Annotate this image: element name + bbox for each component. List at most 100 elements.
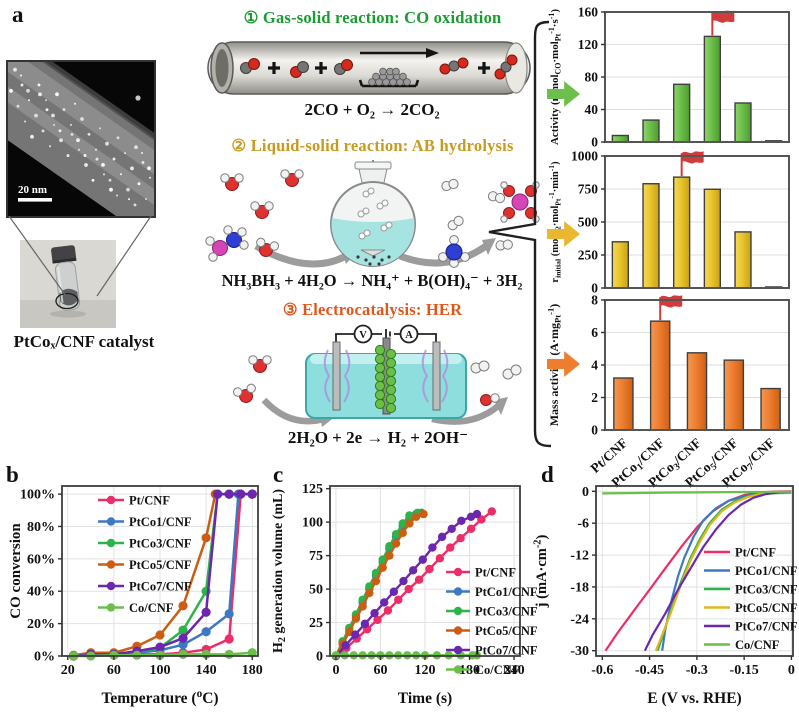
y-tick-label: 40 bbox=[585, 102, 599, 117]
data-point bbox=[201, 533, 211, 543]
x-axis-title: Time (s) bbox=[398, 690, 452, 707]
legend-item-PtCo5/CNF: PtCo5/CNF bbox=[704, 601, 798, 615]
legend-label: PtCo7/CNF bbox=[129, 580, 192, 594]
x-tick-label: -0.6 bbox=[591, 663, 613, 678]
legend-label: PtCo7/CNF bbox=[735, 620, 798, 634]
series-line-Pt/CNF bbox=[335, 510, 493, 657]
y-tick-label: 0% bbox=[34, 650, 55, 665]
x-tick-label: 140 bbox=[196, 663, 217, 678]
co-molecule bbox=[290, 61, 309, 78]
data-point bbox=[425, 564, 434, 574]
y-axis-title: j (mA·cm-2) bbox=[532, 535, 550, 609]
water-molecule bbox=[250, 201, 274, 219]
y-tick-label: 0 bbox=[591, 281, 598, 296]
co-conversion-line-chart: 20 60 100 140 180 0% 20% 40% 60% 80% 100% Temperatu… bbox=[6, 460, 264, 712]
y-tick-label: 25 bbox=[309, 616, 323, 631]
data-point bbox=[408, 566, 418, 575]
series-line-PtCo7/CNF bbox=[335, 513, 478, 657]
y-tick-label: 750 bbox=[578, 182, 599, 197]
data-point bbox=[446, 543, 455, 552]
series-line-PtCo5/CNF bbox=[654, 491, 792, 652]
electrolysis-cell-illustration: V A bbox=[232, 324, 522, 427]
water-molecule bbox=[248, 355, 272, 373]
h2-molecule bbox=[441, 178, 459, 192]
data-point bbox=[224, 489, 234, 499]
y-tick-label: 0 bbox=[582, 485, 589, 500]
bar bbox=[703, 35, 722, 143]
data-point bbox=[418, 555, 427, 564]
data-point bbox=[365, 588, 374, 598]
reaction1-title: ① Gas-solid reaction: CO oxidation bbox=[243, 8, 502, 27]
co2-molecule bbox=[439, 57, 469, 75]
data-point bbox=[404, 584, 413, 594]
data-point bbox=[351, 630, 360, 639]
legend-item-PtCo1/CNF: PtCo1/CNF bbox=[446, 585, 538, 599]
panel-b-label: b bbox=[6, 462, 19, 487]
y-tick-label: 125 bbox=[302, 482, 323, 497]
data-point bbox=[178, 633, 188, 643]
y-tick-label: 100 bbox=[302, 516, 323, 531]
legend-label: PtCo7/CNF bbox=[475, 644, 538, 658]
bar bbox=[672, 83, 691, 143]
data-point bbox=[373, 615, 382, 625]
best-performance-flag bbox=[659, 295, 683, 321]
data-point bbox=[456, 534, 465, 543]
co-molecule bbox=[240, 58, 260, 74]
legend-label: PtCo5/CNF bbox=[735, 601, 798, 615]
legend-item-Pt/CNF: Pt/CNF bbox=[446, 566, 516, 580]
y-tick-label: 2 bbox=[591, 390, 598, 405]
legend-label: PtCo3/CNF bbox=[129, 537, 192, 551]
x-tick-label: 180 bbox=[242, 663, 263, 678]
y-tick-label: 250 bbox=[578, 248, 599, 263]
y-tick-label: -12 bbox=[570, 549, 589, 564]
x-axis-title: E (V vs. RHE) bbox=[647, 690, 741, 707]
borate-ion bbox=[500, 181, 540, 223]
data-point bbox=[213, 489, 223, 499]
data-point bbox=[487, 507, 496, 516]
data-point bbox=[391, 529, 401, 539]
vial-photo bbox=[20, 240, 116, 328]
legend-label: PtCo5/CNF bbox=[475, 624, 538, 638]
y-tick-label: 500 bbox=[578, 215, 599, 230]
bar bbox=[613, 377, 634, 431]
legend-item-PtCo5/CNF: PtCo5/CNF bbox=[446, 624, 538, 638]
legend-item-PtCo7/CNF: PtCo7/CNF bbox=[446, 644, 538, 658]
reaction3-title: ③ Electrocatalysis: HER bbox=[282, 300, 463, 319]
data-point bbox=[428, 543, 437, 552]
x-tick-label: 240 bbox=[504, 663, 525, 678]
x-tick-label: -0.3 bbox=[686, 663, 708, 678]
h2-molecule bbox=[494, 237, 514, 253]
data-point bbox=[437, 532, 447, 542]
y-tick-label: -30 bbox=[570, 644, 589, 659]
data-point bbox=[379, 598, 389, 607]
bar bbox=[760, 387, 781, 431]
data-point bbox=[224, 634, 234, 644]
data-point bbox=[378, 563, 387, 572]
y-tick-label: 80% bbox=[27, 520, 55, 535]
tem-image: 20 nm bbox=[6, 60, 156, 218]
data-point bbox=[178, 649, 188, 659]
y-tick-label: 100% bbox=[20, 488, 55, 503]
ammeter-label: A bbox=[405, 330, 413, 341]
legend-item-Co/CNF: Co/CNF bbox=[446, 663, 520, 677]
data-point bbox=[472, 509, 482, 519]
data-point bbox=[358, 602, 367, 611]
y-tick-label: -6 bbox=[577, 517, 589, 532]
nanofiber-band bbox=[8, 62, 154, 216]
legend-label: Co/CNF bbox=[735, 638, 780, 652]
data-point bbox=[414, 575, 424, 584]
ammonia-borane-molecule bbox=[205, 225, 249, 262]
best-performance-flag bbox=[680, 151, 704, 177]
data-point bbox=[399, 576, 408, 586]
data-point bbox=[435, 554, 445, 563]
data-point bbox=[155, 630, 165, 640]
flask-illustration bbox=[205, 160, 540, 268]
catalyst-bed bbox=[358, 67, 420, 88]
activity_bar-svg: 0 40 80 120 160 Activity (mmolCO·molPt-1·s-1) bbox=[547, 5, 790, 150]
data-point bbox=[247, 489, 257, 499]
legend-item-PtCo3/CNF: PtCo3/CNF bbox=[704, 583, 798, 597]
x-tick-label: 0 bbox=[788, 663, 795, 678]
reaction1-equation: 2CO + O₂ → 2CO₂ bbox=[304, 100, 440, 119]
legend-item-Co/CNF: Co/CNF bbox=[98, 601, 174, 615]
data-point bbox=[341, 641, 350, 650]
